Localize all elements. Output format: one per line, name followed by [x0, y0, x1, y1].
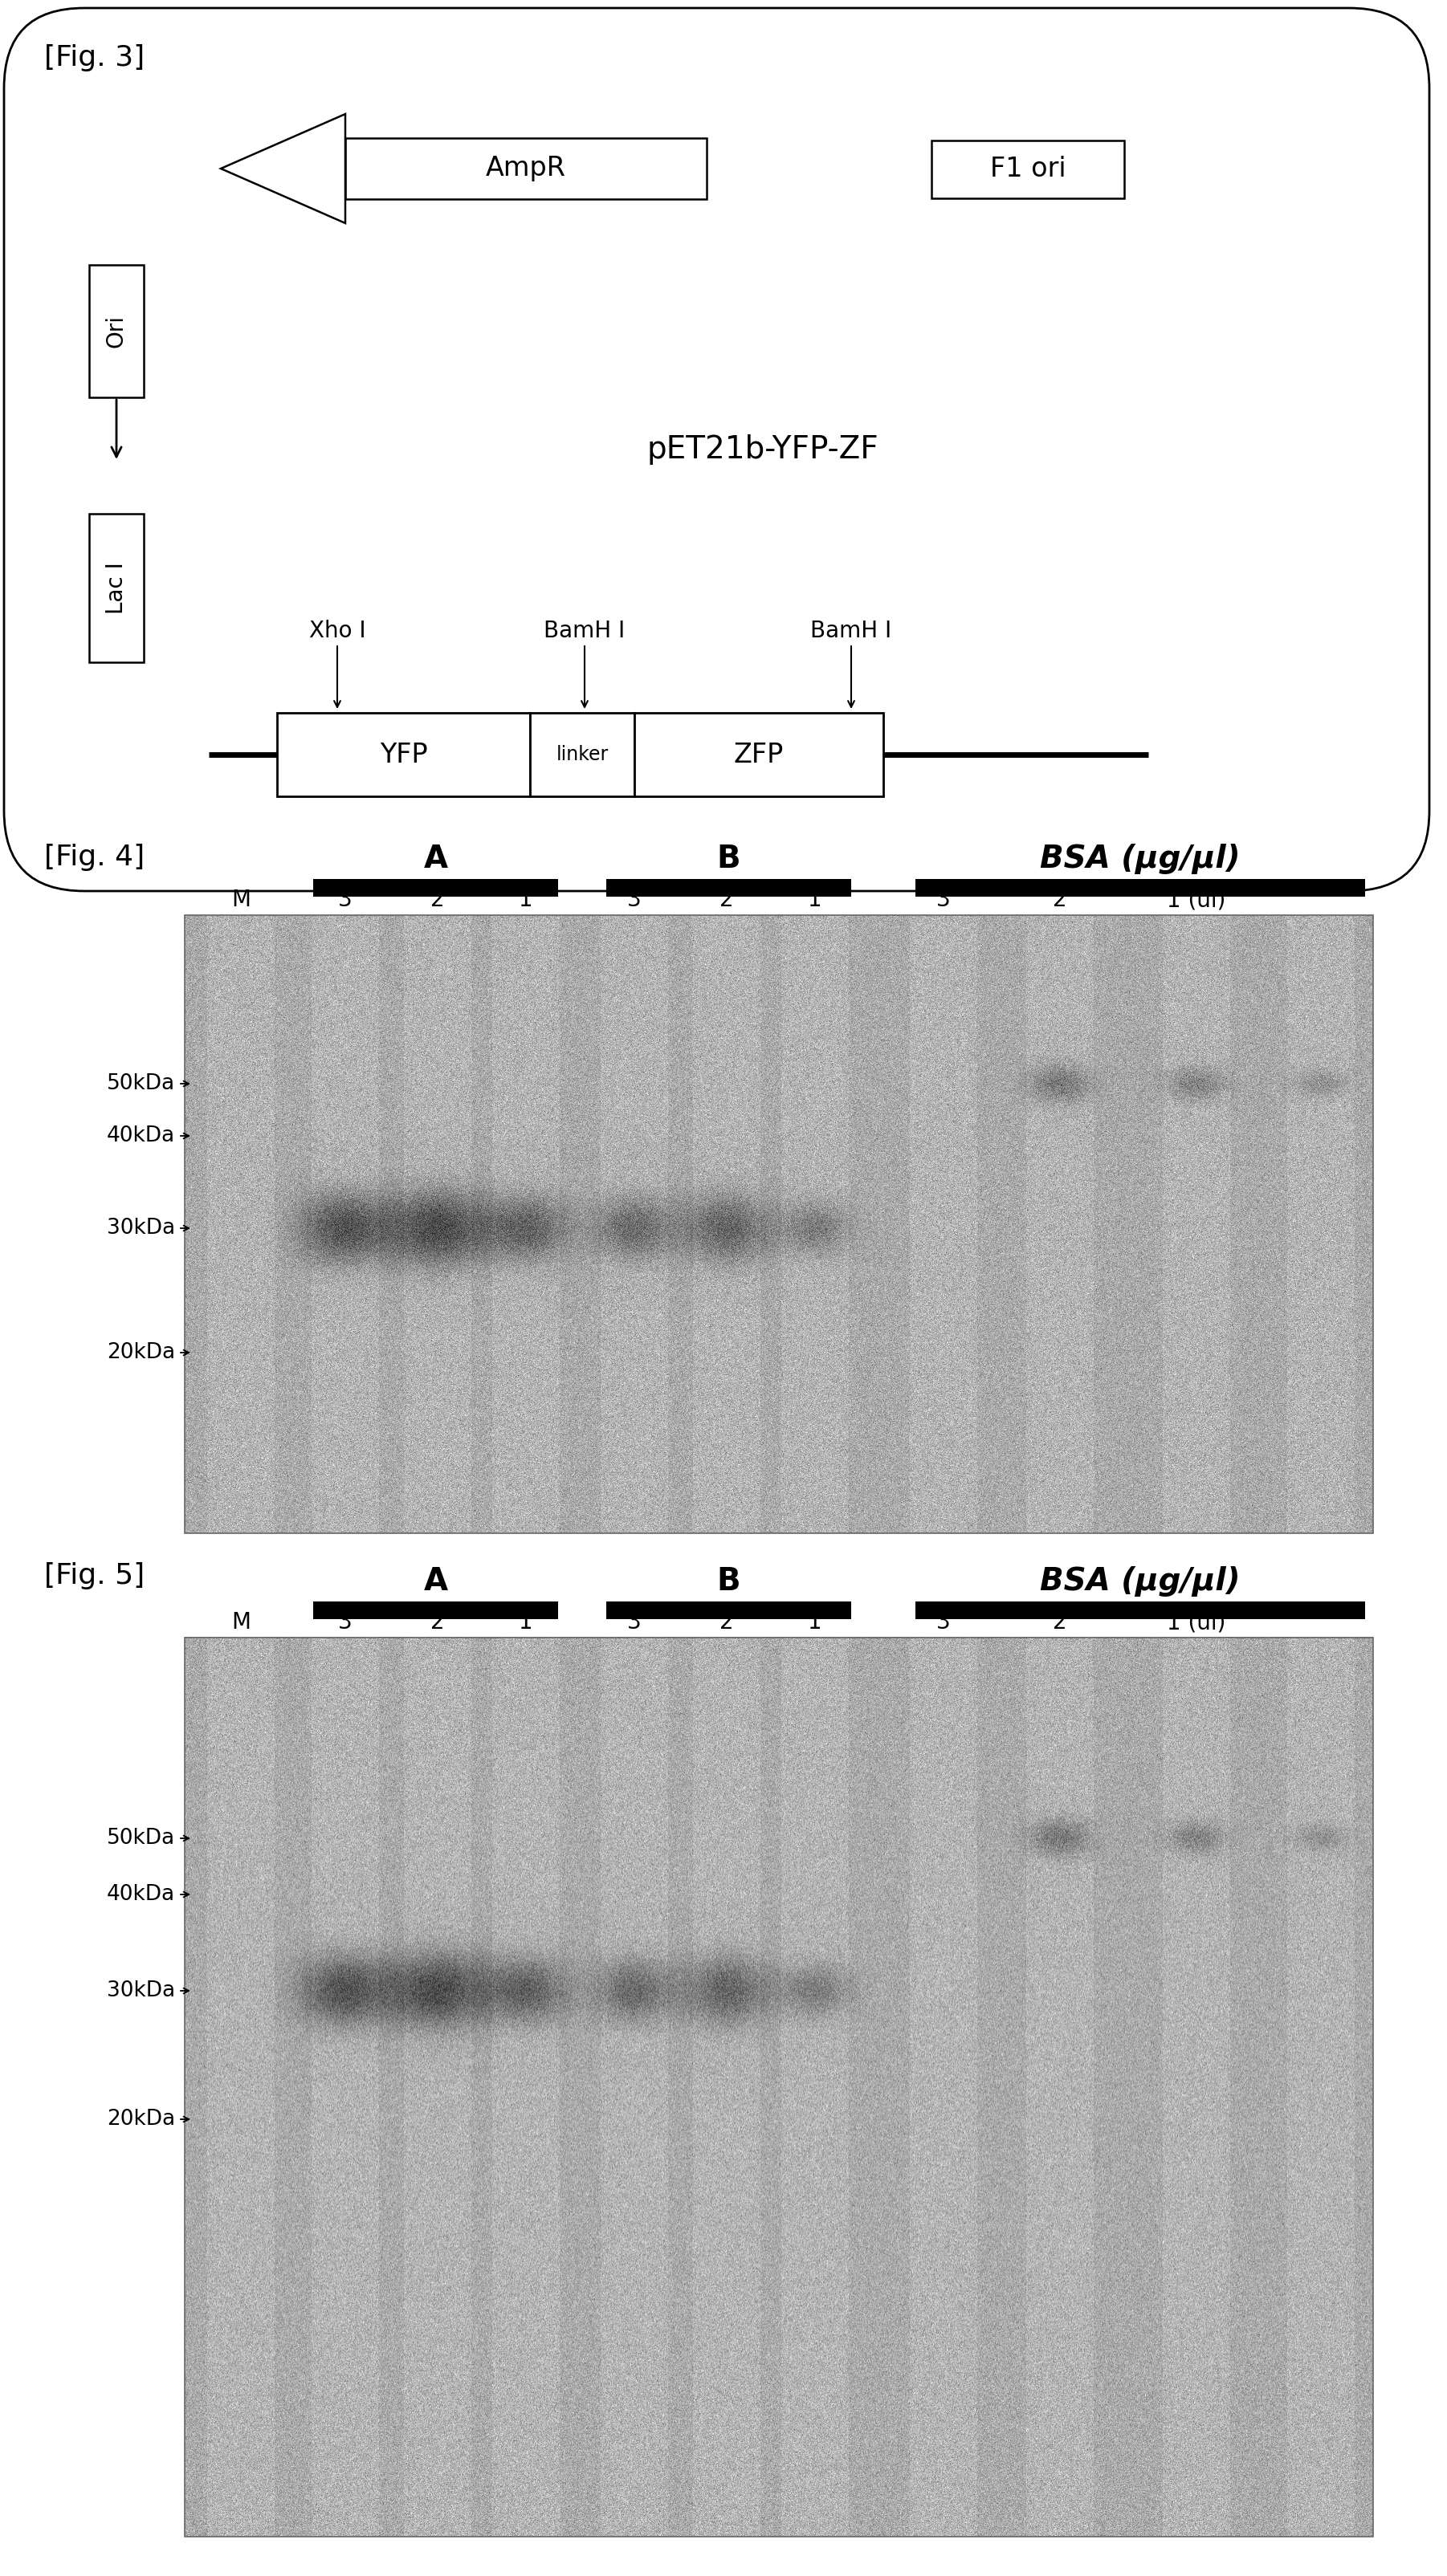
Text: [Fig. 3]: [Fig. 3]: [45, 44, 145, 72]
Text: BSA (μg/μl): BSA (μg/μl): [1040, 1566, 1240, 1597]
Bar: [634, 714, 883, 796]
Text: BamH I: BamH I: [810, 621, 891, 641]
Text: A: A: [424, 1566, 447, 1597]
Text: [Fig. 5]: [Fig. 5]: [45, 1561, 145, 1589]
Text: 1: 1: [807, 1610, 822, 1633]
Text: 3: 3: [339, 1610, 353, 1633]
Bar: [90, 513, 143, 662]
Text: 2: 2: [719, 889, 734, 912]
Text: M: M: [232, 1610, 250, 1633]
Bar: [185, 914, 1373, 1533]
Text: 30kDa: 30kDa: [107, 1981, 175, 2002]
Text: 3: 3: [627, 889, 641, 912]
Text: B: B: [716, 1566, 741, 1597]
Text: 50kDa: 50kDa: [107, 1074, 175, 1095]
Text: 3: 3: [627, 1610, 641, 1633]
Text: 3: 3: [936, 1610, 951, 1633]
Text: Lac I: Lac I: [106, 562, 127, 613]
Text: BamH I: BamH I: [544, 621, 625, 641]
Text: 1 (ul): 1 (ul): [1166, 1610, 1226, 1633]
Text: Ori: Ori: [106, 314, 127, 348]
Text: pET21b-YFP-ZF: pET21b-YFP-ZF: [647, 435, 878, 464]
Text: 2: 2: [431, 1610, 444, 1633]
Text: AmpR: AmpR: [486, 155, 566, 183]
Text: 50kDa: 50kDa: [107, 1829, 175, 1850]
Text: 40kDa: 40kDa: [107, 1883, 175, 1904]
FancyBboxPatch shape: [4, 8, 1430, 891]
Bar: [932, 142, 1124, 198]
Text: 1 (ul): 1 (ul): [1166, 889, 1226, 912]
Bar: [313, 878, 559, 896]
Text: 3: 3: [936, 889, 951, 912]
Text: linker: linker: [556, 744, 608, 765]
Bar: [916, 878, 1365, 896]
Bar: [90, 265, 143, 397]
Text: [Fig. 4]: [Fig. 4]: [45, 845, 145, 871]
Text: 2: 2: [719, 1610, 734, 1633]
Text: A: A: [424, 845, 447, 873]
Text: 2: 2: [431, 889, 444, 912]
Text: Xho I: Xho I: [308, 621, 366, 641]
Text: 2: 2: [1053, 889, 1066, 912]
Text: 30kDa: 30kDa: [107, 1218, 175, 1239]
Text: ZFP: ZFP: [734, 742, 784, 768]
Bar: [313, 1602, 559, 1620]
Bar: [530, 714, 634, 796]
Text: F1 ori: F1 ori: [990, 157, 1066, 183]
Bar: [606, 1602, 851, 1620]
Bar: [346, 139, 706, 198]
Bar: [606, 878, 851, 896]
Text: 3: 3: [339, 889, 353, 912]
Text: 40kDa: 40kDa: [107, 1126, 175, 1146]
Text: B: B: [716, 845, 741, 873]
Text: YFP: YFP: [379, 742, 427, 768]
Text: M: M: [232, 889, 250, 912]
Bar: [276, 714, 530, 796]
Text: 20kDa: 20kDa: [107, 2110, 175, 2130]
Text: 2: 2: [1053, 1610, 1066, 1633]
Text: BSA (μg/μl): BSA (μg/μl): [1040, 845, 1240, 873]
Bar: [916, 1602, 1365, 1620]
Polygon shape: [221, 113, 346, 224]
Bar: [185, 1638, 1373, 2537]
Text: 1: 1: [519, 1610, 532, 1633]
Text: 20kDa: 20kDa: [107, 1342, 175, 1363]
Text: 1: 1: [519, 889, 532, 912]
Text: 1: 1: [807, 889, 822, 912]
